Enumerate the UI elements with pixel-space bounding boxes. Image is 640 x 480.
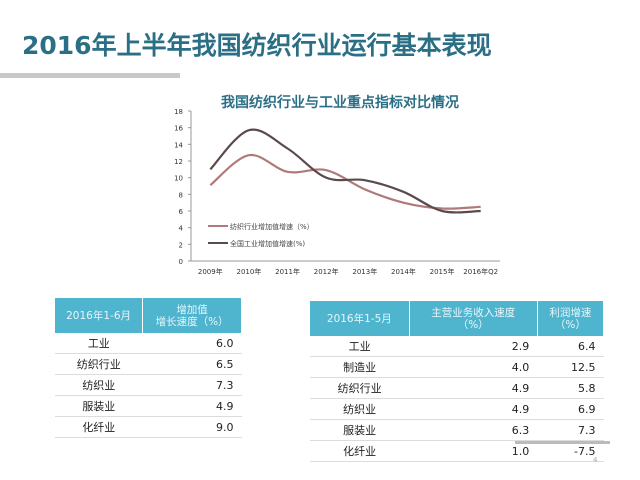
value-cell: 6.5: [142, 353, 242, 375]
value-cell: 1.0: [409, 440, 538, 462]
table-row: 工业 2.9 6.4: [310, 336, 604, 357]
value-cell: -7.5: [537, 440, 604, 462]
legend-label: 纺织行业增加值增速（%）: [230, 222, 314, 231]
y-tick-label: 2: [179, 241, 183, 249]
y-tick-label: 6: [179, 208, 184, 216]
value-cell: 7.3: [537, 419, 604, 441]
x-tick-label: 2009年: [198, 267, 223, 276]
industry-cell: 工业: [310, 336, 410, 357]
x-tick-label: 2012年: [314, 267, 339, 276]
y-tick-label: 18: [174, 108, 183, 116]
header-period: 2016年1-5月: [310, 301, 410, 336]
y-tick-label: 8: [179, 191, 183, 199]
value-cell: 6.3: [409, 419, 538, 441]
table-revenue-profit: 2016年1-5月 主营业务收入速度 （%） 利润增速 （%） 工业 2.9 6.4 制造…: [310, 301, 605, 462]
table-row: 纺织业 4.9 6.9: [310, 398, 604, 420]
header-revenue: 主营业务收入速度 （%）: [409, 301, 538, 336]
y-tick-label: 16: [174, 125, 183, 133]
x-tick-label: 2014年: [391, 267, 416, 276]
header-period: 2016年1-6月: [55, 298, 144, 333]
value-cell: 6.9: [537, 398, 604, 420]
value-cell: 5.8: [537, 377, 604, 399]
value-cell: 6.4: [537, 336, 604, 357]
industry-cell: 纺织业: [55, 374, 143, 396]
industry-cell: 纺织行业: [310, 377, 410, 399]
header-growth: 增加值 增长速度（%）: [142, 298, 242, 333]
legend-label: 全国工业增加值增速(%): [230, 239, 305, 248]
header-line: 主营业务收入速度: [431, 306, 516, 319]
header-line: （%）: [457, 318, 489, 331]
line-chart: 我国纺织行业与工业重点指标对比情况 0 2 4 6 8 10 12 14 16 18 2009年 20…: [174, 94, 500, 276]
table-row: 制造业 4.0 12.5: [310, 356, 604, 378]
header-line: （%）: [554, 318, 586, 331]
y-tick-label: 10: [174, 175, 183, 183]
series-line-1: [209, 128, 481, 214]
y-tick-label: 14: [174, 141, 183, 149]
value-cell: 6.0: [142, 333, 242, 354]
y-tick-label: 4: [179, 225, 184, 233]
decorative-line: [515, 441, 610, 444]
value-cell: 4.9: [409, 377, 538, 399]
header-line: 增加值: [176, 303, 208, 316]
value-cell: 4.9: [409, 398, 538, 420]
table-row: 服装业 4.9: [55, 395, 242, 417]
header-line: 增长速度（%）: [155, 315, 229, 328]
x-tick-label: 2010年: [237, 267, 262, 276]
industry-cell: 制造业: [310, 356, 410, 378]
industry-cell: 服装业: [310, 419, 410, 441]
table-row: 纺织行业 6.5: [55, 353, 242, 375]
series-line-0: [209, 154, 481, 210]
table-value-added: 2016年1-6月 增加值 增长速度（%） 工业 6.0 纺织行业 6.5 纺织业 7.3 服…: [55, 298, 242, 438]
value-cell: 2.9: [409, 336, 538, 357]
industry-cell: 化纤业: [310, 440, 410, 462]
value-cell: 4.9: [142, 395, 242, 417]
table-row: 纺织行业 4.9 5.8: [310, 377, 604, 399]
value-cell: 12.5: [537, 356, 604, 378]
table-row: 化纤业 9.0: [55, 416, 242, 438]
header-profit: 利润增速 （%）: [537, 301, 605, 336]
table-row: 工业 6.0: [55, 333, 242, 354]
industry-cell: 纺织业: [310, 398, 410, 420]
table-row: 化纤业 1.0 -7.5: [310, 440, 604, 462]
slide-title: 2016年上半年我国纺织行业运行基本表现: [22, 31, 492, 60]
table-row: 纺织业 7.3: [55, 374, 242, 396]
title-underline: [0, 73, 180, 78]
industry-cell: 化纤业: [55, 416, 143, 438]
x-tick-label: 2011年: [275, 267, 300, 276]
x-tick-label: 2013年: [352, 267, 377, 276]
value-cell: 9.0: [142, 416, 242, 438]
industry-cell: 服装业: [55, 395, 143, 417]
y-tick-label: 12: [174, 158, 183, 166]
chart-title: 我国纺织行业与工业重点指标对比情况: [221, 94, 459, 111]
page-number: 4: [593, 456, 598, 464]
industry-cell: 纺织行业: [55, 353, 143, 375]
header-line: 利润增速: [549, 306, 592, 319]
value-cell: 7.3: [142, 374, 242, 396]
value-cell: 4.0: [409, 356, 538, 378]
y-tick-label: 0: [179, 258, 183, 266]
x-tick-label: 2015年: [430, 267, 455, 276]
table-row: 服装业 6.3 7.3: [310, 419, 604, 441]
industry-cell: 工业: [55, 333, 143, 354]
x-tick-label: 2016年Q2: [463, 267, 498, 276]
